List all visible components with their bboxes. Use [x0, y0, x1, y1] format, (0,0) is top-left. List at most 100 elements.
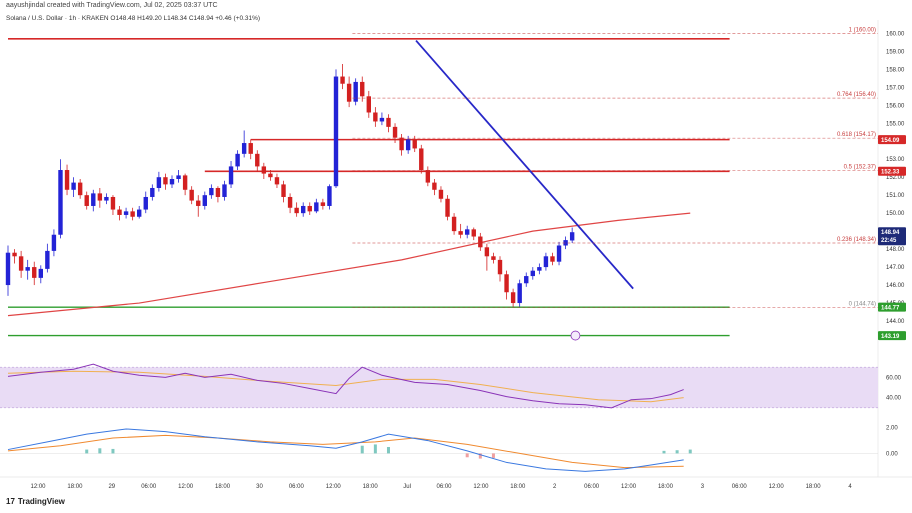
rsi-line: [7, 363, 684, 409]
macd-histogram-bar: [478, 453, 482, 459]
price-tag-bg: [878, 302, 906, 312]
rsi-tick-label: 40.00: [886, 396, 902, 402]
candle-body: [150, 187, 155, 197]
candles: [5, 63, 575, 307]
y-tick-label: 144.00: [886, 319, 905, 325]
x-tick-label: 06:00: [584, 484, 600, 490]
candle-body: [123, 211, 129, 215]
fib-label: 0 (144.74): [849, 302, 876, 308]
x-tick-label: 2: [553, 484, 557, 490]
candle-body: [169, 179, 175, 185]
x-tick-label: 06:00: [436, 484, 452, 490]
candle-body: [189, 189, 194, 201]
rsi-tick-label: 60.00: [886, 375, 902, 381]
x-tick-label: 18:00: [215, 484, 231, 490]
candle-body: [110, 196, 116, 210]
candle-body: [360, 81, 365, 97]
x-tick-label: 06:00: [732, 484, 748, 490]
x-tick-label: 18:00: [658, 484, 674, 490]
candle-body: [202, 195, 207, 206]
candle-body: [45, 250, 50, 269]
candle-body: [465, 229, 470, 235]
event-marker-icon: [570, 330, 581, 341]
candle-body: [12, 252, 17, 257]
candle-body: [241, 143, 247, 154]
candle-body: [209, 187, 214, 196]
y-tick-label: 151.00: [886, 193, 905, 199]
macd-histogram-bar: [98, 448, 102, 454]
price-tag-label: 144.77: [881, 305, 900, 311]
candle-body: [340, 76, 345, 84]
ma-line: [7, 212, 691, 317]
candle-body: [261, 166, 267, 174]
rsi-ma-line: [7, 370, 684, 403]
candle-body: [405, 139, 411, 151]
macd-tick-label: 2.00: [886, 426, 898, 432]
candle-body: [556, 245, 562, 262]
macd-histogram-bar: [386, 447, 390, 454]
candle-body: [156, 177, 162, 188]
fib-label: 0.236 (148.34): [837, 237, 876, 243]
candle-body: [18, 256, 24, 271]
price-tag-bg: [878, 331, 906, 341]
candle-body: [307, 205, 312, 212]
candle-body: [51, 234, 57, 251]
price-tag-label: 152.33: [881, 170, 900, 176]
candle-body: [58, 170, 63, 235]
candle-body: [353, 81, 358, 102]
candle-body: [5, 252, 11, 286]
time-axis: 12:00 18:00 29 06:00 12:00 18:00 30 06:00 12:00 1…: [30, 484, 852, 490]
y-tick-label: 150.00: [886, 211, 905, 217]
candle-body: [471, 229, 476, 237]
rsi-panel: 60.00 40.00: [0, 363, 902, 409]
candle-body: [38, 268, 43, 278]
candle-body: [32, 267, 37, 278]
candle-body: [130, 211, 135, 217]
macd-tick-label: 0.00: [886, 451, 898, 457]
candle-body: [137, 209, 142, 217]
x-tick-label: Jul: [403, 484, 411, 490]
candle-body: [97, 193, 103, 201]
rsi-band: [0, 367, 878, 408]
y-tick-label: 148.00: [886, 247, 905, 253]
x-tick-label: 12:00: [769, 484, 785, 490]
macd-histogram-bar: [662, 450, 666, 454]
candle-body: [143, 196, 148, 210]
candle-body: [222, 184, 227, 197]
candle-body: [268, 173, 273, 178]
candle-body: [182, 175, 188, 190]
macd-histogram-bar: [675, 450, 679, 454]
candle-body: [346, 83, 352, 102]
trendline-group: [415, 39, 634, 341]
candle-body: [412, 139, 417, 149]
candle-body: [458, 231, 463, 235]
candle-body: [399, 137, 404, 151]
macd-histogram-bar: [111, 448, 115, 454]
x-tick-label: 30: [256, 484, 263, 490]
candle-body: [176, 175, 181, 179]
fib-label: 0.764 (156.40): [837, 92, 876, 98]
candle-body: [438, 189, 444, 199]
y-tick-label: 146.00: [886, 283, 905, 289]
candle-body: [294, 207, 299, 214]
candle-body: [517, 283, 522, 304]
price-tag-label: 143.19: [881, 334, 900, 340]
x-tick-label: 18:00: [67, 484, 83, 490]
candle-body: [550, 256, 555, 262]
x-tick-label: 12:00: [326, 484, 342, 490]
candle-body: [117, 209, 122, 215]
candle-body: [563, 240, 568, 246]
y-tick-label: 160.00: [886, 31, 905, 37]
x-tick-label: 06:00: [289, 484, 305, 490]
x-tick-label: 4: [848, 484, 852, 490]
candle-body: [373, 112, 378, 122]
tradingview-brand: 17 TradingView: [6, 497, 65, 506]
y-tick-label: 152.00: [886, 175, 905, 181]
candle-body: [504, 274, 509, 293]
fib-labels: 1 (160.00) 0.764 (156.40) 0.618 (154.17) 0.…: [352, 27, 878, 309]
candle-body: [497, 259, 503, 275]
candle-body: [235, 153, 240, 167]
macd-histogram-bar: [465, 453, 469, 458]
candle-body: [425, 170, 431, 183]
